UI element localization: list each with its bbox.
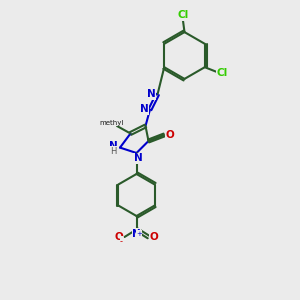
Text: O: O xyxy=(165,130,174,140)
Text: Cl: Cl xyxy=(177,10,189,20)
Text: O: O xyxy=(149,232,158,242)
Text: O: O xyxy=(115,232,124,242)
Text: N: N xyxy=(132,229,141,239)
Text: +: + xyxy=(136,231,142,237)
Text: N: N xyxy=(140,104,149,115)
Text: N: N xyxy=(134,153,142,164)
Text: methyl: methyl xyxy=(99,120,124,126)
Text: H: H xyxy=(110,147,117,156)
Text: N: N xyxy=(109,141,118,151)
Text: Cl: Cl xyxy=(217,68,228,78)
Text: N: N xyxy=(146,89,155,100)
Text: -: - xyxy=(120,237,123,246)
